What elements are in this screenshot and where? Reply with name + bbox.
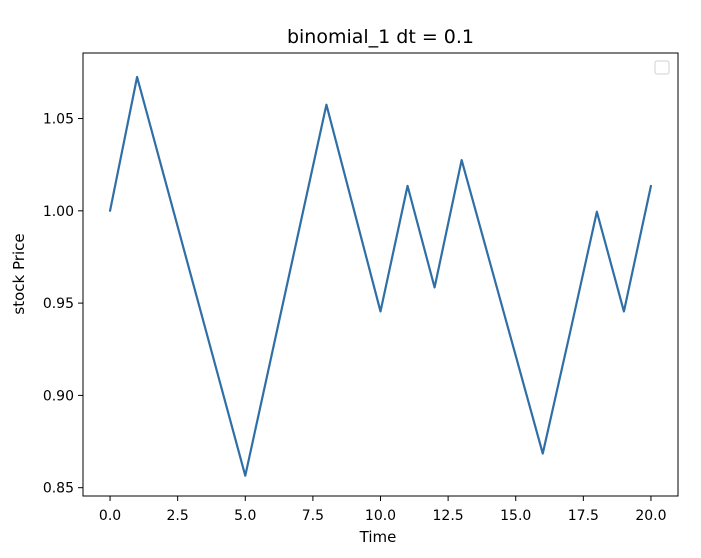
plot-area xyxy=(83,53,678,496)
x-axis: 0.0 2.5 5.0 7.5 10.0 12.5 15.0 17.5 20.0 xyxy=(99,496,667,524)
y-tick-label: 0.85 xyxy=(43,481,74,497)
legend-box xyxy=(655,61,669,74)
x-tick-label: 0.0 xyxy=(99,508,121,524)
y-tick-label: 1.00 xyxy=(43,204,74,220)
y-tick-label: 1.05 xyxy=(43,112,74,128)
x-tick-label: 5.0 xyxy=(234,508,256,524)
x-tick-label: 20.0 xyxy=(635,508,666,524)
chart-title: binomial_1 dt = 0.1 xyxy=(287,26,474,48)
x-tick-label: 7.5 xyxy=(302,508,324,524)
y-axis: 0.85 0.90 0.95 1.00 1.05 xyxy=(43,112,83,497)
x-tick-label: 12.5 xyxy=(433,508,464,524)
y-tick-label: 0.95 xyxy=(43,296,74,312)
x-tick-label: 10.0 xyxy=(365,508,396,524)
x-tick-label: 2.5 xyxy=(167,508,189,524)
y-tick-label: 0.90 xyxy=(43,388,74,404)
x-axis-label: Time xyxy=(359,528,397,546)
x-tick-label: 17.5 xyxy=(568,508,599,524)
y-axis-label: stock Price xyxy=(10,233,28,314)
x-tick-label: 15.0 xyxy=(500,508,531,524)
